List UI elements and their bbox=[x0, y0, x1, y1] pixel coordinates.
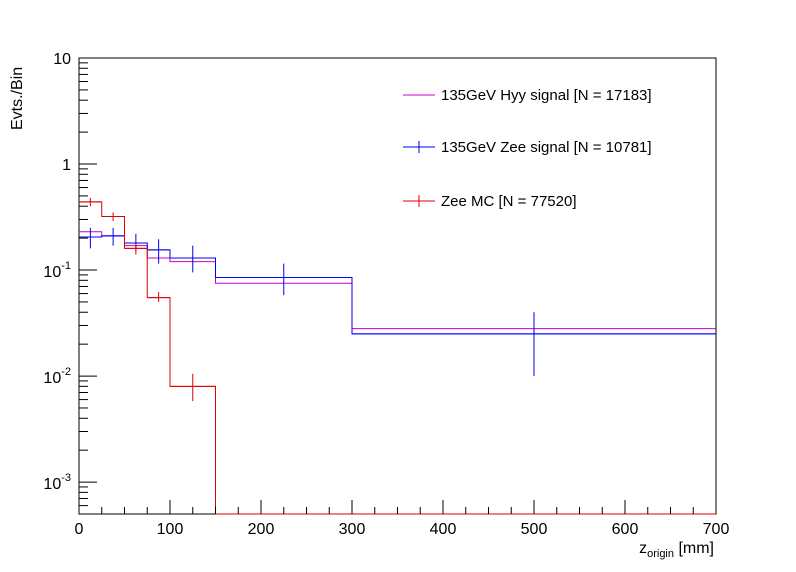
x-axis-title: zorigin [mm] bbox=[639, 540, 714, 560]
legend: 135GeV Hyy signal [N = 17183] 135GeV Zee … bbox=[403, 87, 652, 210]
legend-label: 135GeV Hyy signal [N = 17183] bbox=[441, 87, 652, 104]
y-tick-label: 10-2 bbox=[43, 366, 71, 387]
legend-label: Zee MC [N = 77520] bbox=[441, 193, 576, 210]
x-tick-label: 600 bbox=[612, 521, 639, 538]
series-layer bbox=[79, 197, 716, 515]
y-axis-title: Evts./Bin bbox=[9, 67, 26, 130]
series-line-1 bbox=[79, 235, 716, 335]
x-axis-title-sub: origin bbox=[647, 548, 674, 560]
x-tick-label: 500 bbox=[521, 521, 548, 538]
y-tick-exponent: -3 bbox=[61, 472, 71, 484]
x-axis-title-main: z bbox=[639, 540, 647, 557]
x-tick-label: 200 bbox=[248, 521, 275, 538]
y-tick-label: 10-3 bbox=[43, 472, 71, 493]
series-line-0 bbox=[79, 231, 716, 330]
x-tick-label: 700 bbox=[703, 521, 730, 538]
y-tick-label: 10-1 bbox=[43, 260, 71, 281]
y-tick-exponent: -1 bbox=[61, 260, 71, 272]
y-tick-base: 10 bbox=[43, 476, 61, 493]
series-line-2 bbox=[79, 201, 716, 515]
y-tick-base: 10 bbox=[43, 264, 61, 281]
x-tick-label: 300 bbox=[339, 521, 366, 538]
plot-frame-layer bbox=[78, 57, 717, 515]
y-tick-base: 10 bbox=[43, 370, 61, 387]
legend-label: 135GeV Zee signal [N = 10781] bbox=[441, 139, 652, 156]
x-tick-label: 100 bbox=[157, 521, 184, 538]
y-tick-label: 10 bbox=[53, 51, 71, 68]
x-axis-title-unit: [mm] bbox=[674, 540, 714, 557]
y-tick-label: 1 bbox=[62, 157, 71, 174]
y-tick-exponent: -2 bbox=[61, 366, 71, 378]
plot-frame bbox=[78, 57, 717, 515]
x-tick-label: 400 bbox=[430, 521, 457, 538]
x-tick-label: 0 bbox=[75, 521, 84, 538]
